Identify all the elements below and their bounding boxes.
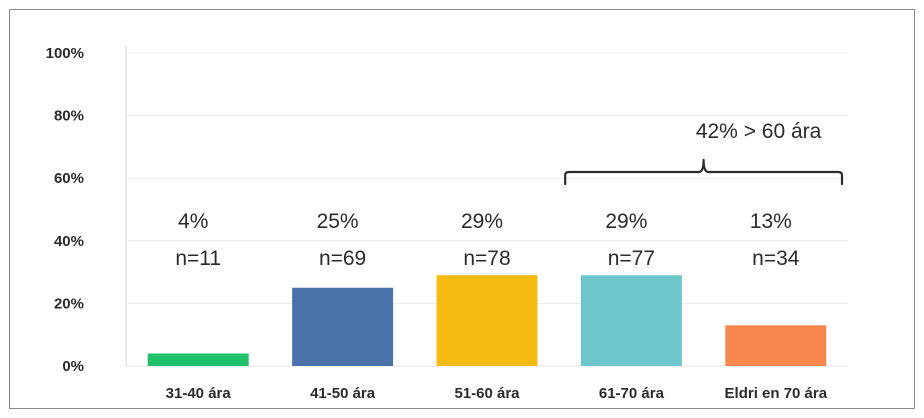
bar xyxy=(580,275,682,366)
y-tick-label: 20% xyxy=(54,295,84,312)
y-tick-label: 0% xyxy=(62,358,84,375)
y-tick-labels: 0% 20% 40% 60% 80% 100% xyxy=(46,45,84,375)
percent-labels: 4% 25% 29% 29% 13% xyxy=(178,210,792,233)
bar-chart: 0%20%40%60%80%100% 4% 25% 29% 29% 13% n=11 n=… xyxy=(46,45,848,402)
count-label: n=78 xyxy=(463,247,510,270)
category-label: 61-70 ára xyxy=(599,385,665,402)
count-label: n=34 xyxy=(752,247,800,270)
percent-label: 29% xyxy=(605,210,647,233)
bar xyxy=(436,275,538,366)
chart-frame: 0% 20% 40% 60% 80% 100% 4% 25% 29% 29% 13% n=11 n=… xyxy=(9,9,915,409)
bracket-annotation-label: 42% > 60 ára xyxy=(696,120,822,143)
percent-label: 25% xyxy=(317,210,359,233)
y-tick-label: 100% xyxy=(46,45,84,62)
bars xyxy=(147,275,827,366)
percent-label: 4% xyxy=(178,210,208,233)
count-label: n=69 xyxy=(319,247,366,270)
category-label: 51-60 ára xyxy=(454,385,520,402)
bar xyxy=(292,287,394,366)
count-labels: n=11 n=69 n=78 n=77 n=34 xyxy=(175,247,799,270)
annotation-bracket: 42% > 60 ára xyxy=(564,120,844,186)
count-label: n=11 xyxy=(175,247,221,270)
bar xyxy=(147,353,249,366)
percent-label: 29% xyxy=(461,210,503,233)
y-tick-label: 80% xyxy=(54,108,84,125)
bar xyxy=(725,325,827,366)
y-tick-label: 40% xyxy=(54,233,84,250)
category-label: 41-50 ára xyxy=(310,385,376,402)
category-labels: 31-40 ára 41-50 ára 51-60 ára 61-70 ára Eldr… xyxy=(166,385,828,402)
y-tick-label: 60% xyxy=(54,170,84,187)
category-label: Eldri en 70 ára xyxy=(725,385,828,402)
percent-label: 13% xyxy=(750,210,792,233)
category-label: 31-40 ára xyxy=(166,385,232,402)
count-label: n=77 xyxy=(608,247,655,270)
bracket-shape xyxy=(564,158,844,186)
